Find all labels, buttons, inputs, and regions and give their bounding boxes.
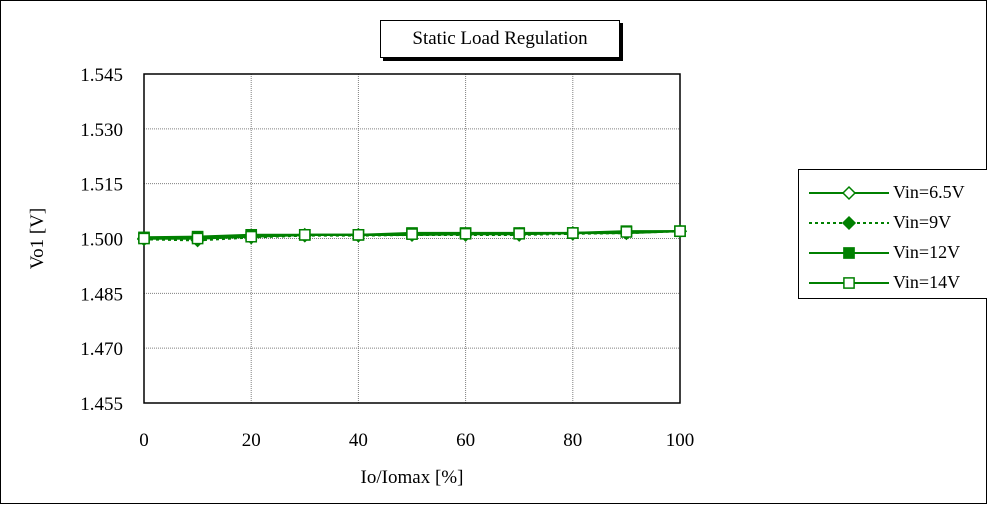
x-tick-label: 80: [563, 430, 582, 451]
y-axis-label: Vo1 [V]: [27, 208, 48, 269]
x-tick-label: 20: [242, 430, 261, 451]
y-tick-label: 1.455: [80, 394, 123, 415]
legend-item: Vin=12V: [799, 239, 987, 267]
data-point-series-3: [138, 232, 150, 245]
data-point-series-3: [620, 226, 633, 238]
legend-item: Vin=6.5V: [799, 179, 987, 207]
data-point-series-3: [245, 230, 258, 243]
legend-label: Vin=6.5V: [893, 182, 965, 202]
x-axis-label: Io/Iomax [%]: [361, 467, 464, 488]
y-tick-label: 1.500: [80, 230, 123, 251]
y-tick-label: 1.470: [80, 339, 123, 360]
data-point-series-3: [566, 227, 579, 239]
data-point-series-3: [352, 228, 365, 241]
data-point-series-3: [513, 227, 526, 240]
chart-title: Static Load Regulation: [380, 20, 620, 58]
legend-swatch: [809, 215, 889, 231]
legend-item: Vin=9V: [799, 209, 987, 237]
legend-swatch: [809, 277, 889, 289]
legend-item: Vin=14V: [799, 269, 987, 297]
x-tick-label: 0: [139, 430, 149, 451]
legend-label: Vin=12V: [893, 242, 961, 262]
data-point-series-3: [459, 227, 472, 240]
x-tick-label: 100: [666, 430, 695, 451]
legend-marker: [843, 247, 855, 259]
data-point-series-3: [191, 232, 204, 245]
x-tick-label: 40: [349, 430, 368, 451]
y-tick-label: 1.485: [80, 284, 123, 305]
x-tick-label: 60: [456, 430, 475, 451]
y-tick-label: 1.545: [80, 65, 123, 86]
legend-marker: [841, 215, 857, 231]
legend-marker: [841, 185, 857, 201]
y-tick-label: 1.515: [80, 175, 123, 196]
legend-marker: [843, 277, 855, 289]
data-point-series-3: [674, 225, 686, 238]
chart-legend: Vin=6.5V Vin=9V Vin=12V Vin=14V: [798, 169, 987, 299]
legend-swatch: [809, 247, 889, 259]
legend-swatch: [809, 185, 889, 201]
y-tick-label: 1.530: [80, 120, 123, 141]
data-point-series-3: [406, 228, 418, 240]
legend-label: Vin=14V: [893, 272, 961, 292]
data-point-series-3: [298, 228, 311, 241]
legend-label: Vin=9V: [893, 212, 952, 232]
